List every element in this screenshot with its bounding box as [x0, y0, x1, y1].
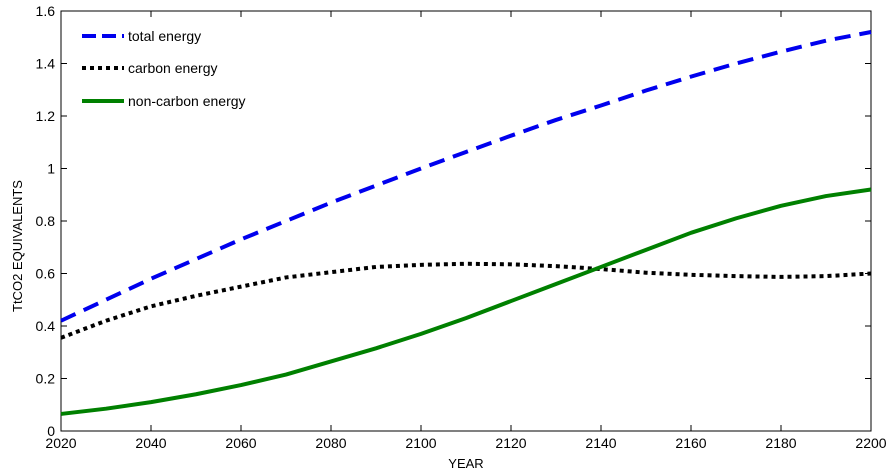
y-tick-label: 0.6 — [36, 266, 56, 282]
x-axis-label: YEAR — [448, 456, 483, 471]
series-line-total-energy — [60, 30, 872, 323]
x-tick-label: 2060 — [225, 435, 256, 451]
y-tick-label: 0.8 — [36, 213, 56, 229]
y-tick-label: 1 — [47, 161, 55, 177]
legend: total energy carbon energy non-carbon ener… — [82, 28, 246, 109]
series-line-non-carbon-energy — [60, 187, 872, 416]
x-tick-label: 2180 — [765, 435, 796, 451]
y-axis-label: TtCO2 EQUIVALENTS — [10, 180, 25, 312]
y-tick-label: 1.4 — [36, 56, 56, 72]
x-tick-label: 2020 — [45, 435, 76, 451]
legend-label: carbon energy — [128, 60, 218, 76]
y-tick-label: 1.6 — [36, 3, 56, 19]
x-tick-label: 2160 — [675, 435, 706, 451]
legend-label: total energy — [128, 28, 201, 44]
y-tick-label: 0.2 — [36, 371, 56, 387]
series-layer — [60, 30, 872, 416]
x-tick-label: 2140 — [585, 435, 616, 451]
y-tick-label: 0.4 — [36, 318, 56, 334]
x-tick-label: 2040 — [135, 435, 166, 451]
axis-ticks: 2020 2040 2060 2080 2100 2120 2140 2160 2180 2200… — [36, 3, 887, 451]
x-tick-label: 2080 — [315, 435, 346, 451]
x-tick-label: 2200 — [855, 435, 886, 451]
plot-area — [60, 10, 872, 432]
y-tick-label: 0 — [47, 423, 55, 439]
x-tick-label: 2120 — [495, 435, 526, 451]
legend-label: non-carbon energy — [128, 93, 246, 109]
x-tick-label: 2100 — [405, 435, 436, 451]
y-tick-label: 1.2 — [36, 108, 56, 124]
